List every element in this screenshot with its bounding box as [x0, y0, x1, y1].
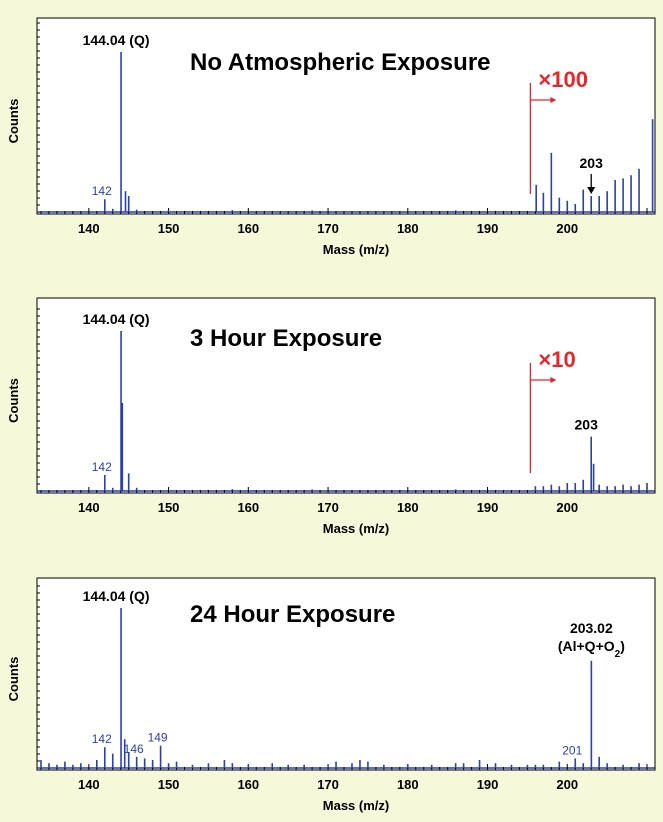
peak-annotation: 203.02 [570, 620, 613, 636]
peak-annotation: 144.04 (Q) [83, 588, 150, 604]
scale-factor-label: ×100 [538, 67, 588, 92]
x-tick-label: 180 [397, 500, 419, 515]
panel-title: 24 Hour Exposure [190, 601, 395, 628]
scale-marker-arrowhead [550, 97, 557, 103]
x-tick-label: 200 [556, 777, 578, 792]
peak-annotation: 203 [580, 155, 604, 171]
scale-marker-arrowhead [550, 377, 557, 383]
peak-annotation-small: 146 [124, 742, 144, 756]
formula-end: ) [620, 638, 625, 654]
peaks [40, 608, 640, 768]
formula-subscript: 2 [615, 648, 621, 659]
x-tick-label: 160 [237, 777, 259, 792]
peak-annotation-small: 142 [92, 460, 112, 474]
spectrum-panel-2: 140 150 160 170 180 190 200 Mass (m/z) Counts ×10… [0, 280, 663, 545]
x-tick-label: 180 [397, 777, 419, 792]
x-tick-label: 200 [556, 221, 578, 236]
peak-annotation-small: 142 [92, 732, 112, 746]
x-axis-label: Mass (m/z) [323, 798, 389, 813]
y-axis-label: Counts [6, 99, 21, 144]
peaks [103, 331, 648, 491]
x-tick-label: 150 [158, 777, 180, 792]
spectrum-panel-1: 140 150 160 170 180 190 200 Mass (m/z) Counts ×10… [0, 0, 663, 265]
peak-annotation: 144.04 (Q) [83, 311, 150, 327]
x-tick-label: 170 [317, 221, 339, 236]
x-axis: 140 150 160 170 180 190 200 [40, 208, 656, 236]
peak-annotation: 144.04 (Q) [83, 32, 150, 48]
peak-annotation-small: 149 [148, 731, 168, 745]
x-tick-label: 180 [397, 221, 419, 236]
spectrum-chart-1: 140 150 160 170 180 190 200 Mass (m/z) Counts ×10… [6, 17, 656, 257]
peaks [103, 52, 654, 212]
x-tick-label: 140 [78, 221, 100, 236]
x-tick-label: 150 [158, 500, 180, 515]
peak-annotation-formula: (Al+Q+O2) [558, 638, 625, 660]
plot-area [36, 577, 656, 771]
x-axis-label: Mass (m/z) [323, 242, 389, 257]
plot-area [36, 297, 656, 494]
x-tick-label: 160 [237, 221, 259, 236]
x-tick-label: 170 [317, 500, 339, 515]
scale-factor-label: ×10 [538, 347, 575, 372]
x-tick-label: 140 [78, 500, 100, 515]
spectrum-chart-2: 140 150 160 170 180 190 200 Mass (m/z) Counts ×10… [6, 297, 656, 536]
x-tick-label: 170 [317, 777, 339, 792]
x-tick-label: 200 [556, 500, 578, 515]
panel-title: No Atmospheric Exposure [190, 49, 491, 76]
peak-annotation: 203 [575, 417, 599, 433]
x-tick-label: 190 [477, 221, 499, 236]
x-tick-label: 190 [477, 500, 499, 515]
formula-main: (Al+Q+O [558, 638, 615, 654]
x-axis-label: Mass (m/z) [323, 521, 389, 536]
spectrum-panel-3: 140 150 160 170 180 190 200 Mass (m/z) Counts 144… [0, 560, 663, 822]
spectrum-chart-3: 140 150 160 170 180 190 200 Mass (m/z) Counts 144… [6, 577, 656, 813]
y-axis-label: Counts [6, 657, 21, 702]
peak-annotation-small: 142 [92, 184, 112, 198]
x-tick-label: 140 [78, 777, 100, 792]
y-axis-ticks [37, 585, 40, 769]
peak-annotation-small: 201 [562, 743, 582, 757]
y-axis-label: Counts [6, 378, 21, 423]
x-tick-label: 160 [237, 500, 259, 515]
annotation-arrowhead [587, 187, 596, 194]
panel-title: 3 Hour Exposure [190, 325, 382, 352]
x-tick-label: 190 [477, 777, 499, 792]
y-axis-ticks [37, 308, 40, 492]
x-tick-label: 150 [158, 221, 180, 236]
